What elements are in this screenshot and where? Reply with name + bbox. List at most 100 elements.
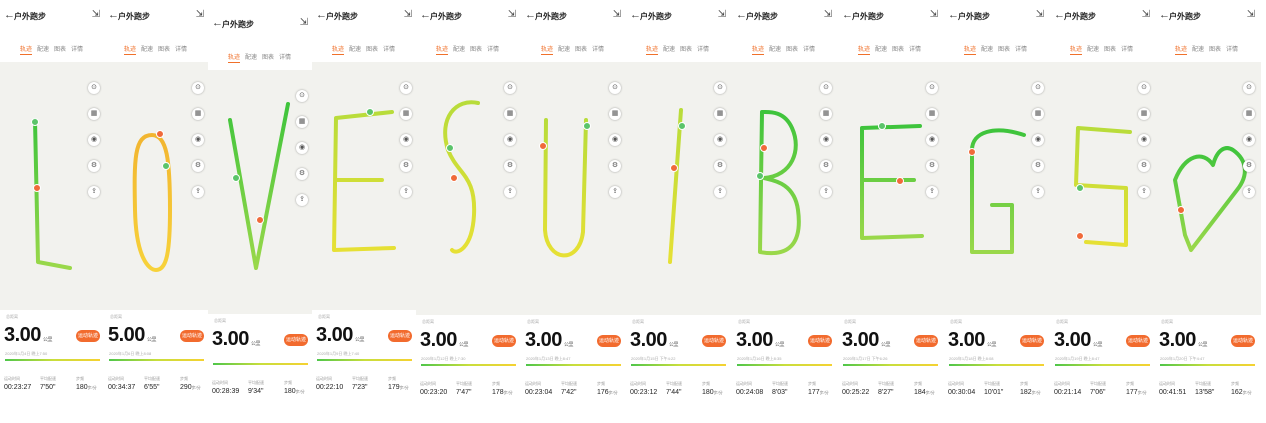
share-icon[interactable]: ⇲: [612, 9, 621, 20]
tab-1[interactable]: 配速: [37, 47, 50, 53]
map-layers-icon[interactable]: ▦: [88, 108, 100, 120]
compass-icon[interactable]: ⊙: [714, 82, 726, 94]
map-layers-icon[interactable]: ▦: [1138, 108, 1150, 120]
track-button[interactable]: 运动轨迹: [492, 335, 516, 347]
tab-3[interactable]: 详情: [803, 47, 816, 53]
tab-3[interactable]: 详情: [1015, 47, 1028, 53]
settings-icon[interactable]: ⚙: [1243, 160, 1255, 172]
tab-2[interactable]: 图表: [998, 47, 1011, 53]
share-track-icon[interactable]: ⇪: [296, 194, 308, 206]
tab-0[interactable]: 轨迹: [1175, 47, 1188, 55]
map-layers-icon[interactable]: ▦: [926, 108, 938, 120]
tab-3[interactable]: 详情: [1121, 47, 1134, 53]
settings-icon[interactable]: ⚙: [88, 160, 100, 172]
settings-icon[interactable]: ⚙: [714, 160, 726, 172]
back-icon[interactable]: ←: [108, 9, 119, 21]
share-icon[interactable]: ⇲: [91, 9, 100, 20]
share-icon[interactable]: ⇲: [717, 9, 726, 20]
track-button[interactable]: 运动轨迹: [180, 330, 204, 342]
back-icon[interactable]: ←: [212, 17, 223, 29]
back-icon[interactable]: ←: [4, 9, 15, 21]
tab-2[interactable]: 图表: [892, 47, 905, 53]
tab-1[interactable]: 配速: [349, 47, 362, 53]
tab-3[interactable]: 详情: [592, 47, 605, 53]
tab-0[interactable]: 轨迹: [646, 47, 659, 55]
tab-0[interactable]: 轨迹: [858, 47, 871, 55]
share-icon[interactable]: ⇲: [1035, 9, 1044, 20]
back-icon[interactable]: ←: [842, 9, 853, 21]
tab-1[interactable]: 配速: [558, 47, 571, 53]
tab-1[interactable]: 配速: [981, 47, 994, 53]
compass-icon[interactable]: ⊙: [609, 82, 621, 94]
share-track-icon[interactable]: ⇪: [1243, 186, 1255, 198]
settings-icon[interactable]: ⚙: [192, 160, 204, 172]
tab-1[interactable]: 配速: [1087, 47, 1100, 53]
track-button[interactable]: 运动轨迹: [284, 334, 308, 346]
tab-3[interactable]: 详情: [697, 47, 710, 53]
track-button[interactable]: 运动轨迹: [1126, 335, 1150, 347]
share-track-icon[interactable]: ⇪: [926, 186, 938, 198]
map-layers-icon[interactable]: ▦: [192, 108, 204, 120]
share-track-icon[interactable]: ⇪: [1032, 186, 1044, 198]
tab-0[interactable]: 轨迹: [124, 47, 137, 55]
share-track-icon[interactable]: ⇪: [820, 186, 832, 198]
back-icon[interactable]: ←: [525, 9, 536, 21]
tab-3[interactable]: 详情: [175, 47, 188, 53]
eye-icon[interactable]: ◉: [296, 142, 308, 154]
compass-icon[interactable]: ⊙: [820, 82, 832, 94]
eye-icon[interactable]: ◉: [192, 134, 204, 146]
tab-0[interactable]: 轨迹: [436, 47, 449, 55]
tab-3[interactable]: 详情: [279, 55, 292, 61]
tab-2[interactable]: 图表: [680, 47, 693, 53]
settings-icon[interactable]: ⚙: [1138, 160, 1150, 172]
track-button[interactable]: 运动轨迹: [1020, 335, 1044, 347]
share-track-icon[interactable]: ⇪: [609, 186, 621, 198]
tab-0[interactable]: 轨迹: [541, 47, 554, 55]
settings-icon[interactable]: ⚙: [1032, 160, 1044, 172]
eye-icon[interactable]: ◉: [820, 134, 832, 146]
back-icon[interactable]: ←: [1054, 9, 1065, 21]
eye-icon[interactable]: ◉: [1243, 134, 1255, 146]
tab-0[interactable]: 轨迹: [964, 47, 977, 55]
back-icon[interactable]: ←: [736, 9, 747, 21]
tab-1[interactable]: 配速: [141, 47, 154, 53]
compass-icon[interactable]: ⊙: [1243, 82, 1255, 94]
tab-1[interactable]: 配速: [245, 55, 258, 61]
compass-icon[interactable]: ⊙: [1032, 82, 1044, 94]
back-icon[interactable]: ←: [420, 9, 431, 21]
share-icon[interactable]: ⇲: [299, 17, 308, 28]
tab-1[interactable]: 配速: [875, 47, 888, 53]
tab-0[interactable]: 轨迹: [752, 47, 765, 55]
track-button[interactable]: 运动轨迹: [76, 330, 100, 342]
tab-2[interactable]: 图表: [575, 47, 588, 53]
share-track-icon[interactable]: ⇪: [1138, 186, 1150, 198]
share-icon[interactable]: ⇲: [195, 9, 204, 20]
map-layers-icon[interactable]: ▦: [1032, 108, 1044, 120]
tab-2[interactable]: 图表: [158, 47, 171, 53]
tab-0[interactable]: 轨迹: [20, 47, 33, 55]
tab-0[interactable]: 轨迹: [228, 55, 241, 63]
eye-icon[interactable]: ◉: [504, 134, 516, 146]
eye-icon[interactable]: ◉: [926, 134, 938, 146]
map-layers-icon[interactable]: ▦: [820, 108, 832, 120]
tab-3[interactable]: 详情: [909, 47, 922, 53]
share-icon[interactable]: ⇲: [507, 9, 516, 20]
eye-icon[interactable]: ◉: [609, 134, 621, 146]
share-icon[interactable]: ⇲: [1141, 9, 1150, 20]
eye-icon[interactable]: ◉: [714, 134, 726, 146]
eye-icon[interactable]: ◉: [88, 134, 100, 146]
tab-2[interactable]: 图表: [262, 55, 275, 61]
settings-icon[interactable]: ⚙: [400, 160, 412, 172]
compass-icon[interactable]: ⊙: [296, 90, 308, 102]
share-track-icon[interactable]: ⇪: [192, 186, 204, 198]
tab-3[interactable]: 详情: [71, 47, 84, 53]
route-map[interactable]: [312, 62, 418, 310]
tab-0[interactable]: 轨迹: [332, 47, 345, 55]
share-icon[interactable]: ⇲: [929, 9, 938, 20]
tab-2[interactable]: 图表: [786, 47, 799, 53]
track-button[interactable]: 运动轨迹: [388, 330, 412, 342]
tab-1[interactable]: 配速: [453, 47, 466, 53]
track-button[interactable]: 运动轨迹: [808, 335, 832, 347]
tab-3[interactable]: 详情: [487, 47, 500, 53]
track-button[interactable]: 运动轨迹: [597, 335, 621, 347]
